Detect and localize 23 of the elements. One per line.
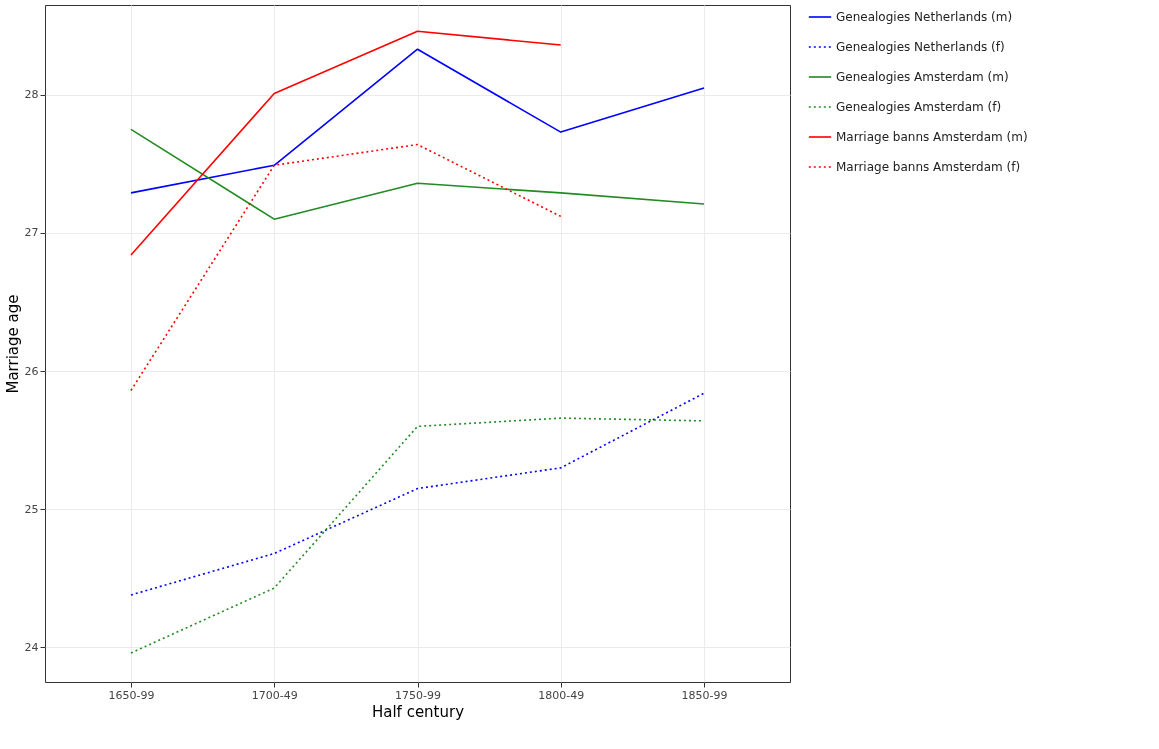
legend-label: Genealogies Netherlands (f): [836, 40, 1005, 54]
line-series: [130, 48, 705, 194]
legend-label: Genealogies Netherlands (m): [836, 10, 1013, 24]
x-tick-label: 1850-99: [681, 688, 728, 702]
x-tick-label: 1750-99: [395, 688, 441, 702]
legend-label: Marriage banns Amsterdam (f): [836, 160, 1021, 174]
line-series: [130, 392, 705, 596]
legend-label: Marriage banns Amsterdam (m): [836, 130, 1028, 144]
y-tick-label: 25: [24, 502, 39, 516]
x-axis-title: Half century: [371, 702, 465, 721]
y-tick-label: 28: [24, 88, 39, 102]
y-tick-label: 24: [24, 640, 39, 654]
x-tick-label: 1800-49: [538, 688, 585, 702]
y-tick-label: 27: [24, 226, 39, 240]
x-tick-label: 1650-99: [108, 688, 155, 702]
line-series: [130, 143, 562, 392]
legend-label: Genealogies Amsterdam (f): [836, 100, 1002, 114]
x-tick-label: 1700-49: [251, 688, 298, 702]
line-series: [130, 30, 562, 256]
y-tick-label: 26: [24, 364, 39, 378]
y-axis-title: Marriage age: [3, 294, 22, 394]
line-series: [130, 128, 705, 220]
legend-label: Genealogies Amsterdam (m): [836, 70, 1009, 84]
